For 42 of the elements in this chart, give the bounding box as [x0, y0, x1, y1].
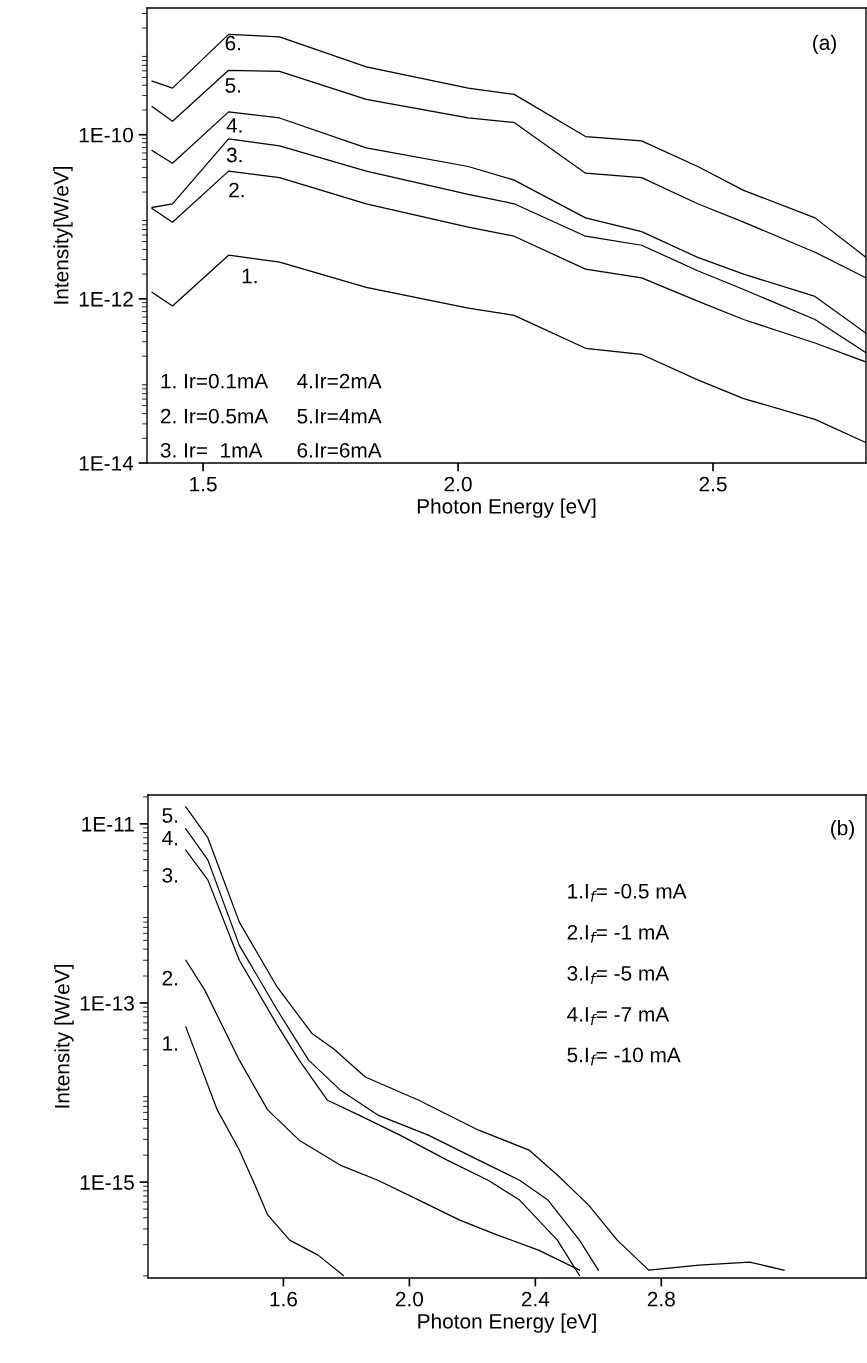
x-tick-label: 2.0: [395, 1291, 424, 1307]
annotation: 5.: [162, 808, 178, 823]
x-tick-label: 2.5: [699, 476, 727, 492]
annotation: 4.: [226, 118, 242, 133]
annotation: 1.: [242, 268, 257, 284]
annotation: 6.: [225, 35, 241, 51]
y-tick-label: 1E-15: [80, 1175, 134, 1190]
annotation: 3.: [162, 867, 178, 883]
annotation: (a): [813, 34, 836, 55]
annotation: 4.: [162, 830, 178, 846]
annotation: 5.Ir=4mA: [297, 409, 382, 424]
annotation: 5.I$_{f}$= -10 mA: [567, 1047, 681, 1066]
annotation: 2.: [162, 970, 178, 986]
annotation: 2. Ir=0.5mA: [160, 408, 269, 424]
annotation: 4.Ir=2mA: [297, 373, 382, 389]
y-axis-title: Intensity[W/eV]: [53, 166, 73, 304]
y-tick-label: 1E-10: [79, 127, 133, 143]
x-tick-label: 2.8: [647, 1291, 675, 1307]
annotation: 1. Ir=0.1mA: [161, 373, 269, 389]
annotation: 3. Ir= 1mA: [160, 442, 263, 458]
annotation: 5.: [225, 78, 241, 93]
annotation: 3.: [226, 147, 242, 163]
x-axis-title: Photon Energy [eV]: [417, 498, 596, 518]
annotation: 4.I$_{f}$= -7 mA: [567, 1007, 670, 1025]
x-tick-label: 2.4: [521, 1291, 550, 1307]
x-tick-label: 2.0: [444, 476, 472, 492]
annotation: (b): [831, 820, 854, 840]
y-tick-label: 1E-14: [79, 456, 134, 471]
line-series: [185, 806, 785, 1271]
x-axis-title: Photon Energy [eV]: [418, 1313, 596, 1333]
annotation: 1.I$_{f}$= -0.5 mA: [568, 883, 687, 902]
y-tick-label: 1E-12: [79, 291, 133, 307]
annotation: 3.I$_{f}$= -5 mA: [567, 965, 670, 984]
y-axis-title: Intensity [W/eV]: [54, 965, 74, 1108]
annotation: 2.: [229, 182, 244, 198]
y-tick-label: 1E-13: [80, 995, 134, 1011]
x-tick-label: 1.5: [190, 476, 217, 492]
annotation: 1.: [163, 1036, 178, 1051]
annotation: 6.Ir=6mA: [297, 442, 382, 458]
x-tick-label: 1.6: [270, 1291, 297, 1307]
y-tick-label: 1E-11: [82, 817, 134, 832]
annotation: 2.I$_{f}$= -1 mA: [567, 924, 670, 943]
